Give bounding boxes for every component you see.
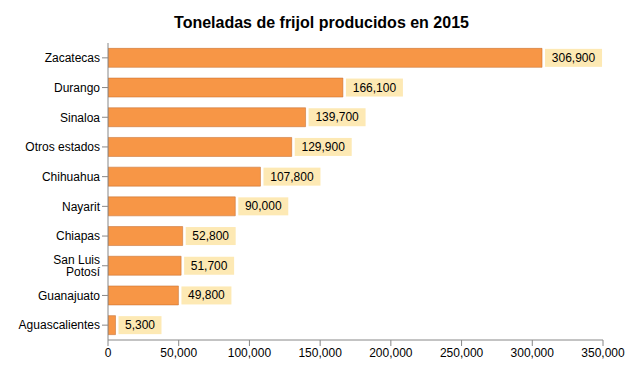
svg-text:49,800: 49,800 bbox=[188, 288, 225, 302]
svg-text:Nayarit: Nayarit bbox=[62, 200, 101, 214]
svg-text:Sinaloa: Sinaloa bbox=[60, 111, 100, 125]
svg-text:107,800: 107,800 bbox=[270, 170, 314, 184]
svg-text:350,000: 350,000 bbox=[581, 346, 625, 360]
svg-text:Otros estados: Otros estados bbox=[25, 140, 100, 154]
svg-text:Guanajuato: Guanajuato bbox=[38, 289, 100, 303]
svg-text:51,700: 51,700 bbox=[191, 259, 228, 273]
svg-text:Durango: Durango bbox=[54, 81, 100, 95]
svg-text:129,900: 129,900 bbox=[302, 140, 346, 154]
svg-text:50,000: 50,000 bbox=[160, 346, 197, 360]
svg-text:250,000: 250,000 bbox=[440, 346, 484, 360]
svg-text:306,900: 306,900 bbox=[552, 51, 596, 65]
svg-text:52,800: 52,800 bbox=[192, 229, 229, 243]
svg-text:300,000: 300,000 bbox=[511, 346, 555, 360]
svg-text:166,100: 166,100 bbox=[353, 81, 397, 95]
svg-text:Chihuahua: Chihuahua bbox=[42, 170, 100, 184]
svg-text:Chiapas: Chiapas bbox=[56, 229, 100, 243]
svg-text:100,000: 100,000 bbox=[228, 346, 272, 360]
svg-text:139,700: 139,700 bbox=[315, 110, 359, 124]
svg-text:90,000: 90,000 bbox=[245, 199, 282, 213]
svg-text:San LuisPotosí: San LuisPotosí bbox=[53, 253, 100, 279]
svg-text:5,300: 5,300 bbox=[125, 318, 155, 332]
svg-text:150,000: 150,000 bbox=[298, 346, 342, 360]
svg-text:200,000: 200,000 bbox=[369, 346, 413, 360]
svg-text:0: 0 bbox=[105, 346, 112, 360]
svg-text:Aguascalientes: Aguascalientes bbox=[19, 318, 100, 332]
svg-text:Zacatecas: Zacatecas bbox=[45, 51, 100, 65]
html-text:Toneladas de frijol producidos: Toneladas de frijol producidos en 2015 bbox=[174, 14, 469, 31]
